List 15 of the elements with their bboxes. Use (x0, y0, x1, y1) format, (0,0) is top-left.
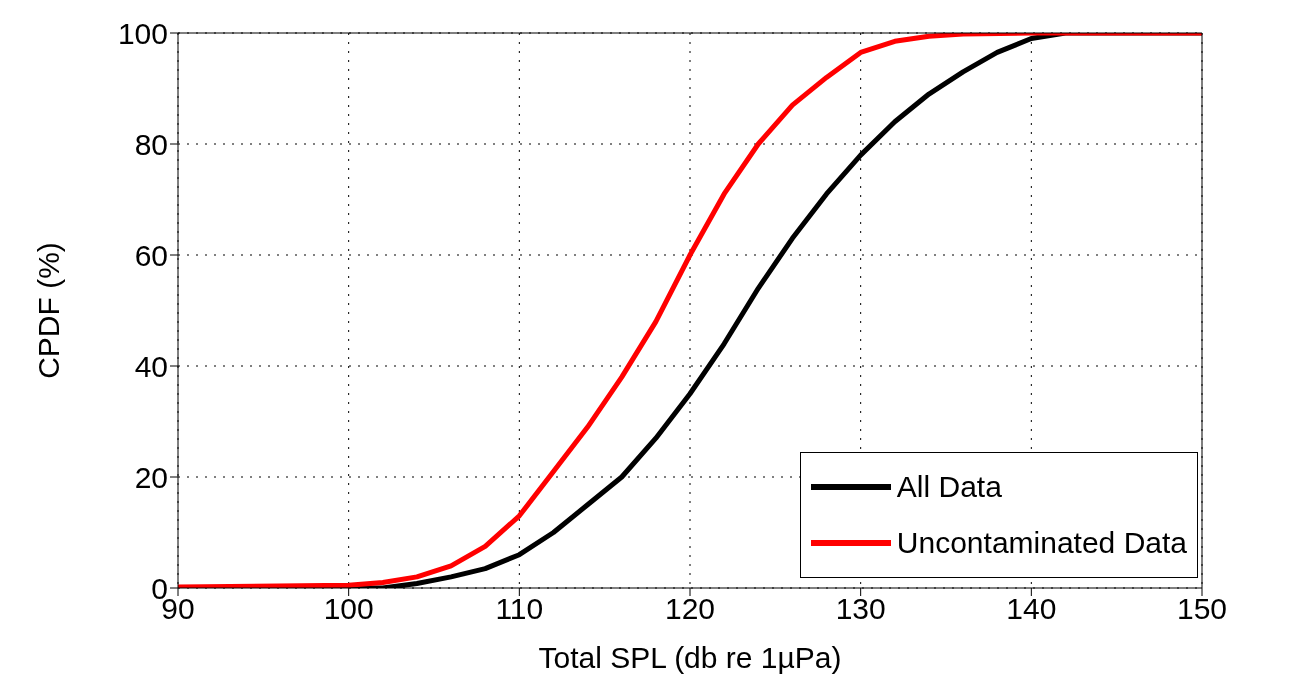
y-tick-label: 40 (134, 349, 168, 383)
x-tick-label: 140 (1006, 592, 1057, 626)
x-tick-label: 100 (323, 592, 374, 626)
y-axis-title: CPDF (%) (31, 242, 65, 379)
x-tick-label: 150 (1176, 592, 1228, 626)
x-tick-label: 110 (495, 592, 544, 626)
legend-label: Uncontaminated Data (896, 526, 1187, 560)
legend-label: All Data (896, 470, 1002, 504)
x-tick-label: 120 (664, 592, 716, 626)
y-tick-label: 100 (117, 16, 168, 50)
y-tick-label: 80 (134, 127, 168, 161)
y-tick-label: 20 (134, 460, 168, 494)
x-tick-label: 130 (835, 592, 886, 626)
x-axis-title: Total SPL (db re 1µPa) (538, 641, 842, 674)
y-tick-label: 60 (134, 238, 168, 272)
